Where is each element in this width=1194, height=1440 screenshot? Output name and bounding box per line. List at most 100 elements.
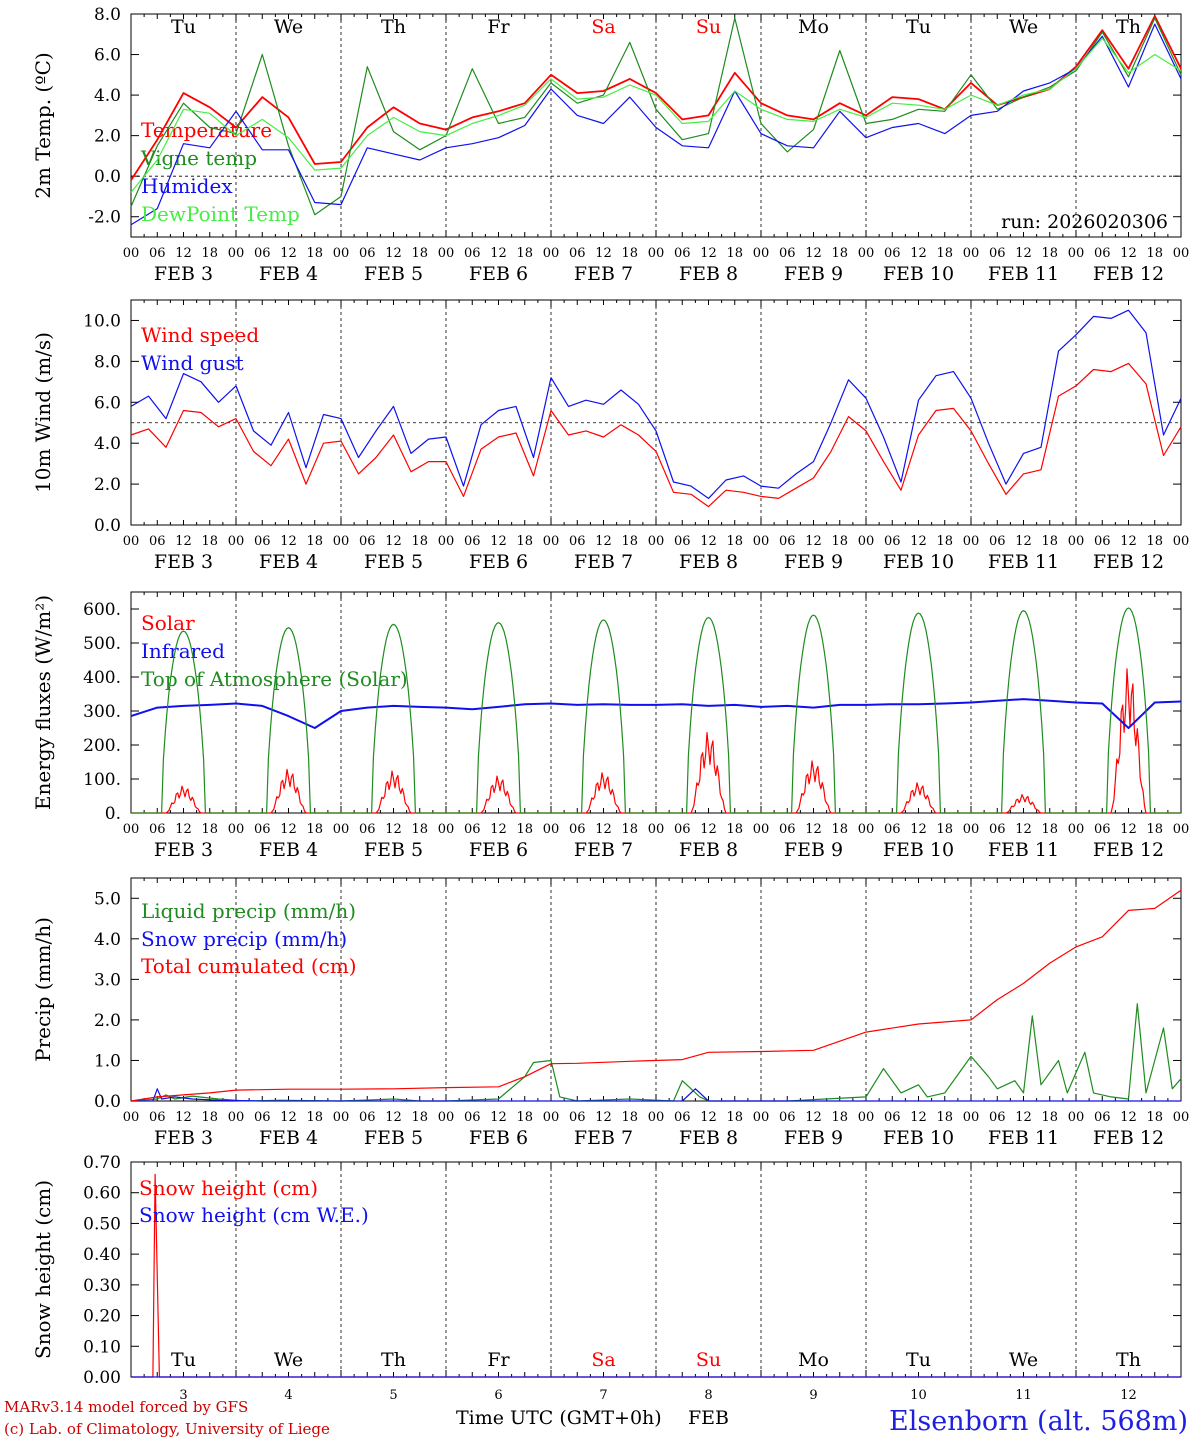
panel-4: 0.0 1.0 2.0 3.0 4.0 5.0 Precip (mm/h) 00 06 12 18 0… (31, 877, 1190, 1149)
hour-tick-label: 00 (858, 246, 875, 261)
day-number-label: 12 (1120, 1388, 1137, 1403)
hour-tick-label: 06 (254, 246, 271, 261)
hour-tick-label: 00 (228, 534, 245, 549)
hour-tick-label: 06 (254, 1110, 271, 1125)
hour-tick-label: 00 (753, 246, 770, 261)
series-line-snow-precip-mm-h (131, 1088, 1181, 1102)
hour-tick-label: 00 (1068, 534, 1085, 549)
hour-tick-label: 18 (726, 246, 743, 261)
hour-tick-label: 00 (543, 822, 560, 837)
hour-tick-label: 06 (674, 534, 691, 549)
hour-tick-label: 12 (175, 246, 192, 261)
legend-entry: DewPoint Temp (141, 202, 300, 226)
hour-tick-label: 12 (595, 534, 612, 549)
hour-tick-label: 00 (858, 534, 875, 549)
date-label: FEB 4 (259, 839, 318, 861)
hour-tick-label: 06 (1094, 1110, 1111, 1125)
date-label: FEB 8 (679, 551, 738, 573)
hour-tick-label: 00 (1173, 1110, 1190, 1125)
y-tick-label: 6.0 (94, 46, 121, 66)
hour-tick-label: 18 (516, 246, 533, 261)
hour-tick-label: 12 (595, 1110, 612, 1125)
station-name: Elsenborn (alt. 568m) (889, 1406, 1188, 1437)
date-label: FEB 9 (784, 263, 843, 285)
hour-tick-label: 00 (438, 1110, 455, 1125)
legend-entry: Infrared (141, 639, 225, 663)
hour-tick-label: 00 (753, 822, 770, 837)
hour-tick-label: 00 (333, 1110, 350, 1125)
date-label: FEB 11 (988, 1127, 1059, 1149)
date-label: FEB 9 (784, 551, 843, 573)
hour-tick-label: 06 (989, 534, 1006, 549)
hour-tick-label: 06 (674, 246, 691, 261)
y-axis-label: 10m Wind (m/s) (31, 332, 55, 493)
hour-tick-label: 12 (490, 1110, 507, 1125)
y-tick-label: 6.0 (94, 393, 121, 413)
date-label: FEB 8 (679, 1127, 738, 1149)
hour-tick-label: 06 (569, 822, 586, 837)
hour-tick-label: 12 (1015, 246, 1032, 261)
weekday-label: Fr (487, 16, 510, 38)
legend-entry: Vigne temp (140, 146, 257, 170)
hour-tick-label: 12 (700, 246, 717, 261)
hour-tick-label: 06 (779, 246, 796, 261)
hour-tick-label: 00 (543, 534, 560, 549)
legend-entry: Snow precip (mm/h) (141, 927, 347, 951)
hour-tick-label: 18 (411, 534, 428, 549)
y-tick-label: 2.0 (94, 1011, 121, 1031)
hour-tick-label: 06 (674, 822, 691, 837)
hour-tick-label: 18 (1041, 822, 1058, 837)
hour-tick-label: 12 (1015, 822, 1032, 837)
hour-tick-label: 12 (490, 246, 507, 261)
weekday-label: Th (1116, 16, 1141, 38)
hour-tick-label: 06 (464, 822, 481, 837)
hour-tick-label: 18 (621, 1110, 638, 1125)
series-line-total-cumulated-cm (130, 889, 1182, 1102)
y-tick-label: 500. (83, 634, 121, 654)
hour-tick-label: 12 (280, 534, 297, 549)
legend-entry: Solar (141, 611, 195, 635)
hour-tick-label: 18 (831, 1110, 848, 1125)
date-label: FEB 5 (364, 263, 423, 285)
hour-tick-label: 00 (648, 1110, 665, 1125)
hour-tick-label: 12 (1120, 1110, 1137, 1125)
time-axis-label: Time UTC (GMT+0h) (456, 1407, 662, 1429)
hour-tick-label: 12 (175, 1110, 192, 1125)
hour-tick-label: 12 (805, 246, 822, 261)
legend-entry: Wind gust (141, 351, 244, 375)
y-tick-label: 4.0 (94, 434, 121, 454)
hour-tick-label: 12 (1015, 534, 1032, 549)
hour-tick-label: 18 (516, 534, 533, 549)
date-label: FEB 5 (364, 551, 423, 573)
weekday-label: Mo (798, 1349, 829, 1371)
hour-tick-label: 12 (1015, 1110, 1032, 1125)
hour-tick-label: 00 (438, 534, 455, 549)
weekday-label: Th (381, 1349, 406, 1371)
hour-tick-label: 06 (1094, 534, 1111, 549)
hour-tick-label: 18 (831, 534, 848, 549)
hour-tick-label: 18 (621, 534, 638, 549)
weekday-label: Th (381, 16, 406, 38)
weekday-label: Mo (798, 16, 829, 38)
hour-tick-label: 18 (201, 534, 218, 549)
hour-tick-label: 00 (543, 246, 560, 261)
hour-tick-label: 18 (1146, 1110, 1163, 1125)
hour-tick-label: 12 (700, 534, 717, 549)
legend-entry: Liquid precip (mm/h) (141, 899, 356, 923)
hour-tick-label: 00 (543, 1110, 560, 1125)
hour-tick-label: 12 (280, 822, 297, 837)
y-tick-label: 0.0 (94, 167, 121, 187)
weekday-label: We (274, 16, 303, 38)
hour-tick-label: 18 (201, 1110, 218, 1125)
hour-tick-label: 06 (254, 534, 271, 549)
hour-tick-label: 18 (306, 1110, 323, 1125)
hour-tick-label: 12 (280, 246, 297, 261)
hour-tick-label: 00 (753, 534, 770, 549)
hour-tick-label: 12 (910, 534, 927, 549)
date-label: FEB 12 (1093, 263, 1164, 285)
hour-tick-label: 12 (700, 1110, 717, 1125)
date-label: FEB 6 (469, 839, 528, 861)
hour-tick-label: 00 (963, 246, 980, 261)
y-tick-label: 3.0 (94, 970, 121, 990)
hour-tick-label: 00 (123, 1110, 140, 1125)
